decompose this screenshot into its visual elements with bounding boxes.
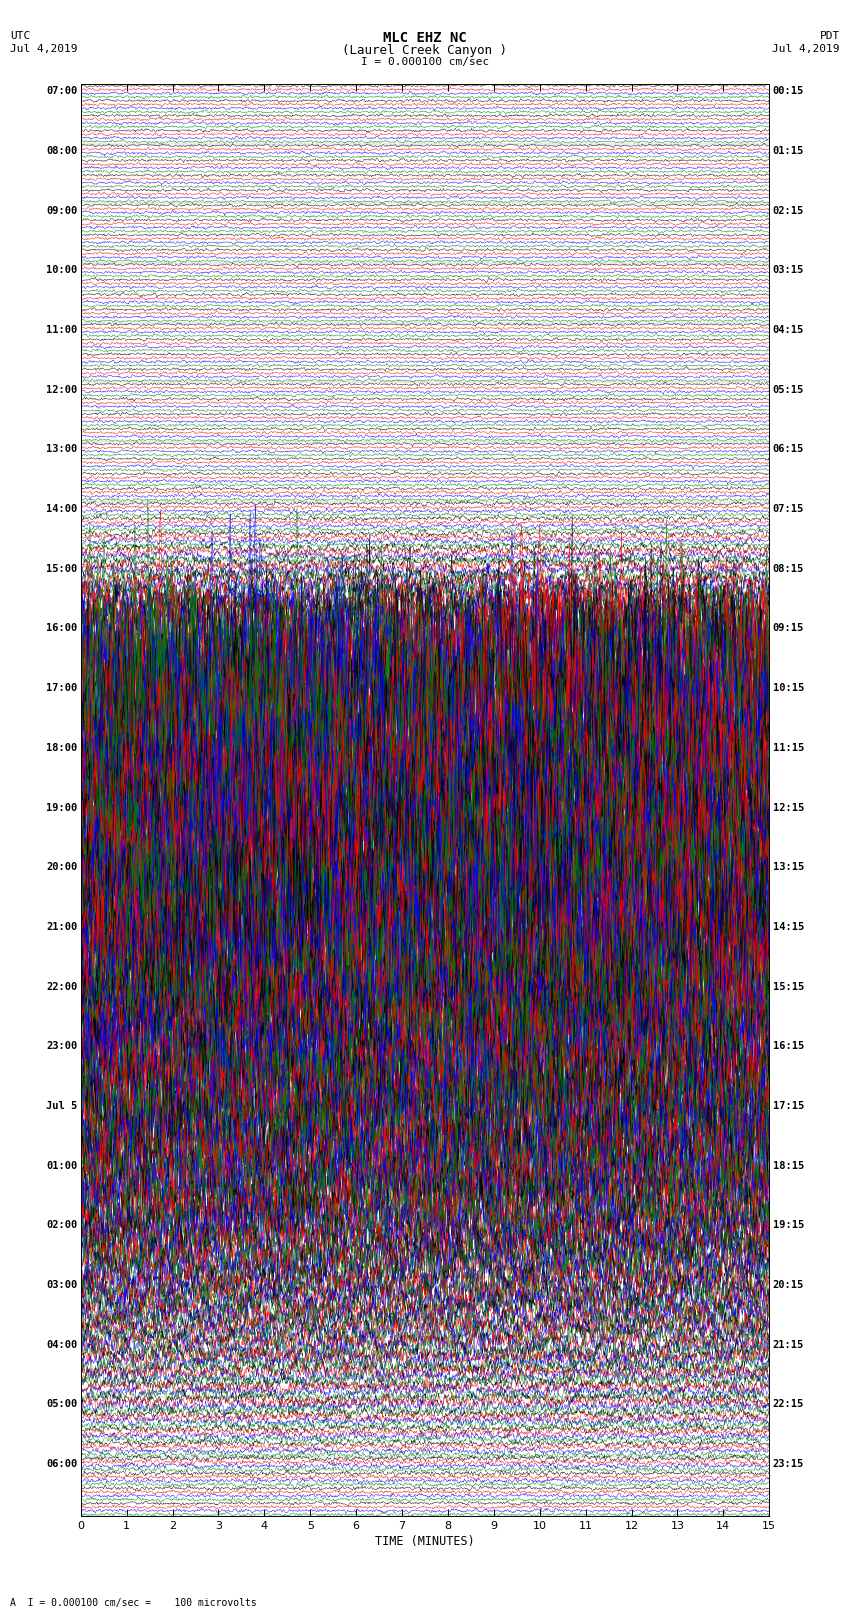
Text: 03:15: 03:15 — [773, 266, 804, 276]
Text: 18:00: 18:00 — [46, 744, 77, 753]
Text: I = 0.000100 cm/sec: I = 0.000100 cm/sec — [361, 58, 489, 68]
Text: 15:15: 15:15 — [773, 982, 804, 992]
Text: Jul 4,2019: Jul 4,2019 — [773, 44, 840, 53]
Text: 06:15: 06:15 — [773, 445, 804, 455]
Text: 12:15: 12:15 — [773, 803, 804, 813]
Text: 09:00: 09:00 — [46, 206, 77, 216]
Text: 13:00: 13:00 — [46, 445, 77, 455]
Text: 11:15: 11:15 — [773, 744, 804, 753]
Text: 10:00: 10:00 — [46, 266, 77, 276]
Text: 03:00: 03:00 — [46, 1281, 77, 1290]
Text: 04:00: 04:00 — [46, 1340, 77, 1350]
Text: A  I = 0.000100 cm/sec =    100 microvolts: A I = 0.000100 cm/sec = 100 microvolts — [10, 1598, 257, 1608]
Text: Jul 5: Jul 5 — [46, 1102, 77, 1111]
Text: 01:15: 01:15 — [773, 147, 804, 156]
Text: 07:15: 07:15 — [773, 505, 804, 515]
Text: 20:00: 20:00 — [46, 863, 77, 873]
Text: 21:00: 21:00 — [46, 923, 77, 932]
Text: 09:15: 09:15 — [773, 624, 804, 634]
Text: 05:00: 05:00 — [46, 1400, 77, 1410]
Text: 22:15: 22:15 — [773, 1400, 804, 1410]
Text: 02:15: 02:15 — [773, 206, 804, 216]
Text: 20:15: 20:15 — [773, 1281, 804, 1290]
Text: 21:15: 21:15 — [773, 1340, 804, 1350]
Text: 19:00: 19:00 — [46, 803, 77, 813]
Text: 11:00: 11:00 — [46, 326, 77, 336]
Text: 23:15: 23:15 — [773, 1460, 804, 1469]
Text: 01:00: 01:00 — [46, 1161, 77, 1171]
Text: 16:15: 16:15 — [773, 1042, 804, 1052]
Text: 14:00: 14:00 — [46, 505, 77, 515]
Text: 23:00: 23:00 — [46, 1042, 77, 1052]
Text: 07:00: 07:00 — [46, 87, 77, 97]
Text: 13:15: 13:15 — [773, 863, 804, 873]
Text: 19:15: 19:15 — [773, 1221, 804, 1231]
Text: 04:15: 04:15 — [773, 326, 804, 336]
X-axis label: TIME (MINUTES): TIME (MINUTES) — [375, 1536, 475, 1548]
Text: 06:00: 06:00 — [46, 1460, 77, 1469]
Text: 17:15: 17:15 — [773, 1102, 804, 1111]
Text: 18:15: 18:15 — [773, 1161, 804, 1171]
Text: 15:00: 15:00 — [46, 565, 77, 574]
Text: 17:00: 17:00 — [46, 684, 77, 694]
Text: PDT: PDT — [819, 31, 840, 40]
Text: 08:00: 08:00 — [46, 147, 77, 156]
Text: 05:15: 05:15 — [773, 386, 804, 395]
Text: 14:15: 14:15 — [773, 923, 804, 932]
Text: 00:15: 00:15 — [773, 87, 804, 97]
Text: 16:00: 16:00 — [46, 624, 77, 634]
Text: 10:15: 10:15 — [773, 684, 804, 694]
Text: MLC EHZ NC: MLC EHZ NC — [383, 31, 467, 45]
Text: 22:00: 22:00 — [46, 982, 77, 992]
Text: Jul 4,2019: Jul 4,2019 — [10, 44, 77, 53]
Text: 02:00: 02:00 — [46, 1221, 77, 1231]
Text: (Laurel Creek Canyon ): (Laurel Creek Canyon ) — [343, 44, 507, 58]
Text: 12:00: 12:00 — [46, 386, 77, 395]
Text: UTC: UTC — [10, 31, 31, 40]
Text: 08:15: 08:15 — [773, 565, 804, 574]
